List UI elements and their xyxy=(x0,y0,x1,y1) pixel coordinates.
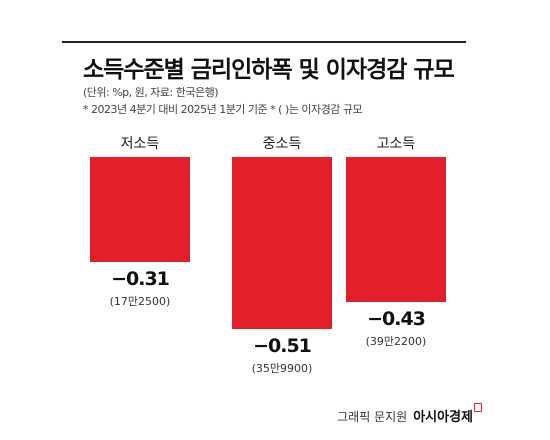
chart-title: 소득수준별 금리인하폭 및 이자경감 규모 xyxy=(83,57,455,83)
category-label-high: 고소득 xyxy=(376,136,416,152)
byline: 그래픽 문지원 xyxy=(337,410,408,424)
annotation-label-low: (17만2500) xyxy=(109,294,171,308)
value-label-low: −0.31 xyxy=(111,267,170,290)
unit-note: (단위: %p, 원, 자료: 한국은행) xyxy=(83,86,219,99)
brand-name: 아시아경제 xyxy=(413,410,473,425)
bar-mid xyxy=(232,157,332,329)
category-label-mid: 중소득 xyxy=(262,136,302,152)
credit: 그래픽 문지원 아시아경제 xyxy=(337,406,473,425)
annotation-label-mid: (35만9900) xyxy=(251,362,313,375)
annotation-label-high: (39만2200) xyxy=(365,335,427,349)
bar-high xyxy=(346,157,446,303)
basis-note: * 2023년 4분기 대비 2025년 1분기 기준 * ( )는 이자경감 … xyxy=(83,103,363,116)
brand-logo-icon xyxy=(474,403,482,412)
bar-low xyxy=(90,157,190,262)
value-label-mid: −0.51 xyxy=(253,335,312,357)
value-label-high: −0.43 xyxy=(367,308,426,331)
category-label-low: 저소득 xyxy=(120,136,160,152)
top-rule xyxy=(62,41,466,43)
